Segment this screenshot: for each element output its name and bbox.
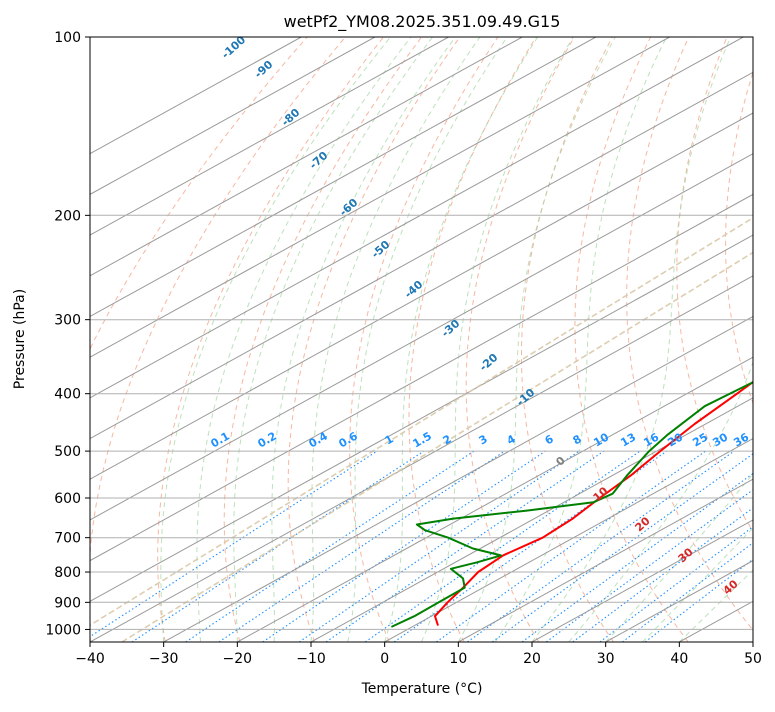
y-tick-label: 900 [54,595,81,611]
isotherm [0,37,301,642]
isotherm-label: -50 [369,238,393,261]
mixing-ratio-line [186,451,474,642]
isotherm-label: -70 [307,149,331,172]
mixing-ratio-label: 0.2 [256,429,279,450]
mixing-ratio-label: 3 [477,432,490,447]
x-tick-label: 0 [380,651,389,667]
isotherm [0,37,775,642]
reference-adiabat [63,37,775,642]
isotherm [0,37,449,642]
dry-adiabat [575,37,688,642]
y-tick-label: 800 [54,565,81,581]
mixing-ratio-label: 2 [441,432,454,447]
isotherm [0,37,596,642]
chart-title: wetPf2_YM08.2025.351.09.49.G15 [284,12,561,32]
isotherm [0,37,775,642]
isotherm [0,37,670,642]
dry-adiabat [288,37,460,642]
dry-adiabat [522,37,614,642]
dry-adiabat [158,37,384,642]
mixing-ratio-line [263,451,546,642]
y-tick-label: 700 [54,531,81,547]
background-lines [0,37,775,642]
y-tick-label: 300 [54,313,81,329]
x-tick-label: −20 [223,651,253,667]
isotherm [753,37,775,642]
isotherm-label: 40 [721,577,741,597]
mixing-ratio-line [326,451,604,642]
y-tick-label: 600 [54,491,81,507]
x-tick-label: −30 [149,651,179,667]
isotherm-label: -40 [402,278,426,301]
y-tick-label: 500 [54,444,81,460]
mixing-ratio-label: 36 [731,430,751,449]
mixing-ratio-line [522,451,775,642]
mixing-ratio-label: 6 [543,432,556,447]
isotherm [311,37,775,642]
isotherm-label: -80 [279,106,303,129]
isotherm-label: -20 [477,351,501,374]
moist-adiabat [495,37,666,642]
mixing-ratio-label: 25 [690,431,710,450]
dry-adiabat [409,37,536,642]
y-axis-label: Pressure (hPa) [12,289,28,389]
mixing-ratio-label: 16 [641,430,661,449]
isotherm [0,37,775,642]
mixing-ratio-line [573,451,775,642]
moist-adiabat [234,37,433,642]
mixing-ratio-label: 10 [591,430,611,449]
mixing-ratio-line [132,451,424,642]
mixing-ratio-label: 0.4 [307,429,331,450]
isotherm [0,37,743,642]
isotherm [0,37,375,642]
x-tick-label: −10 [296,651,326,667]
dry-adiabat [88,37,345,642]
x-tick-label: 30 [597,651,615,667]
x-axis-label: Temperature (°C) [361,681,483,697]
mixing-ratio-label: 1 [383,432,396,447]
x-tick-label: −40 [75,651,105,667]
x-tick-label: 20 [523,651,541,667]
isotherm [0,37,522,642]
moist-adiabat [311,37,480,642]
mixing-ratio-line [299,451,579,642]
mixing-ratio-label: 4 [505,432,518,447]
x-tick-label: 10 [449,651,467,667]
mixing-ratio-line [546,451,775,642]
mixing-ratio-line [365,451,640,642]
y-tick-label: 400 [54,387,81,403]
y-tick-label: 1000 [45,622,81,638]
mixing-ratio-line [468,451,735,642]
moist-adiabat [569,37,775,642]
moist-adiabat [532,37,731,642]
y-tick-label: 200 [54,208,81,224]
x-tick-label: 50 [744,651,762,667]
mixing-ratio-line [436,451,705,642]
x-tick-label: 40 [670,651,688,667]
moist-adiabat [272,37,456,642]
y-tick-label: 100 [54,30,81,46]
isotherm [0,37,775,642]
isotherm-label: 20 [633,514,653,534]
mixing-ratio-label: 1.5 [411,429,434,450]
moist-adiabat [643,37,775,642]
mixing-ratio-label: 13 [618,431,638,450]
dry-adiabat [726,37,775,642]
mixing-ratio-label: 0.1 [209,429,232,450]
moist-adiabat [197,37,411,642]
